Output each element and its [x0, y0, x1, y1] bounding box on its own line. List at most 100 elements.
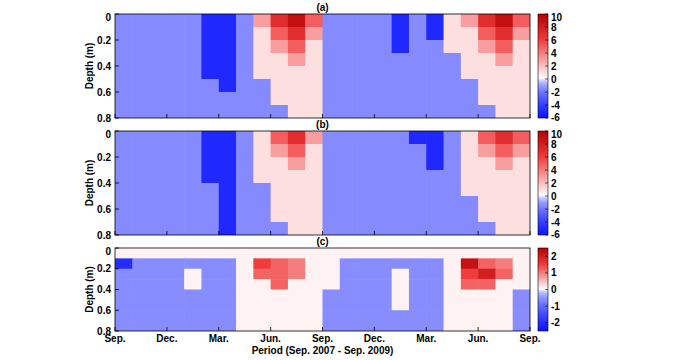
colorbar-tick [545, 235, 548, 236]
cell [219, 105, 237, 118]
cell [461, 92, 479, 106]
cell [305, 79, 323, 93]
cell [340, 248, 358, 259]
cell [478, 92, 496, 106]
cell [201, 222, 219, 235]
cell [357, 144, 375, 158]
cell [478, 222, 496, 235]
cell [219, 14, 237, 28]
cell [357, 157, 375, 171]
cell [323, 183, 341, 197]
cell [409, 170, 427, 184]
cell [132, 40, 150, 54]
cell [426, 300, 444, 311]
cell [132, 53, 150, 67]
cell [236, 14, 254, 28]
x-tick [478, 327, 479, 331]
y-tick [115, 248, 119, 249]
cell [150, 53, 168, 67]
cell [219, 258, 237, 269]
cell [184, 105, 202, 118]
cell [478, 310, 496, 321]
cell [323, 300, 341, 311]
cell [495, 279, 513, 290]
cell [392, 248, 410, 259]
cell [513, 222, 530, 235]
cell [305, 27, 323, 41]
cell [409, 222, 427, 235]
cell [253, 131, 271, 145]
cell [513, 310, 530, 321]
colorbar-tick-label: -1 [551, 301, 560, 312]
cell [288, 310, 306, 321]
cell [374, 196, 392, 210]
cell [444, 131, 462, 145]
cell [374, 14, 392, 28]
cell [288, 53, 306, 67]
cell [201, 279, 219, 290]
cell [167, 196, 185, 210]
cell [392, 183, 410, 197]
cell [392, 196, 410, 210]
cell [495, 183, 513, 197]
cell [115, 209, 133, 223]
cell [426, 92, 444, 106]
cell [513, 170, 530, 184]
cell [305, 279, 323, 290]
cell [323, 222, 341, 235]
cell [184, 92, 202, 106]
cell [288, 14, 306, 28]
cell [288, 92, 306, 106]
cell [444, 209, 462, 223]
cell [150, 290, 168, 301]
colorbar-tick-label: 0 [551, 284, 557, 295]
cell [132, 269, 150, 280]
cell [444, 196, 462, 210]
cell [167, 144, 185, 158]
cell [409, 92, 427, 106]
y-tick-label: 0.8 [97, 113, 111, 124]
cell [340, 66, 358, 80]
cell [323, 321, 341, 331]
cell [495, 53, 513, 67]
cell [132, 14, 150, 28]
cell [167, 269, 185, 280]
x-tick [270, 114, 271, 118]
cell [150, 92, 168, 106]
cell [426, 131, 444, 145]
cell [461, 209, 479, 223]
cell [392, 300, 410, 311]
cell [495, 157, 513, 171]
cell [115, 279, 133, 290]
cell [495, 105, 513, 118]
y-tick-label: 0.4 [97, 178, 111, 189]
cell [461, 183, 479, 197]
cell [495, 27, 513, 41]
cell [184, 248, 202, 259]
cell [461, 222, 479, 235]
cell [409, 14, 427, 28]
cell [392, 170, 410, 184]
cell [219, 27, 237, 41]
x-axis-label: Period (Sep. 2007 - Sep. 2009) [252, 345, 394, 356]
cell [288, 269, 306, 280]
cell [323, 170, 341, 184]
colorbar [538, 248, 548, 331]
cell [374, 144, 392, 158]
cell [236, 183, 254, 197]
cell [115, 321, 133, 331]
cell [167, 53, 185, 67]
x-tick [374, 231, 375, 235]
cell [236, 258, 254, 269]
x-tick-label: Sep. [104, 333, 125, 344]
cell [392, 92, 410, 106]
colorbar-tick-label: -2 [551, 204, 560, 215]
cell [150, 79, 168, 93]
cell [184, 27, 202, 41]
cell [132, 300, 150, 311]
cell [167, 248, 185, 259]
cell [305, 92, 323, 106]
cell [340, 209, 358, 223]
y-tick [115, 209, 119, 210]
cell [426, 105, 444, 118]
